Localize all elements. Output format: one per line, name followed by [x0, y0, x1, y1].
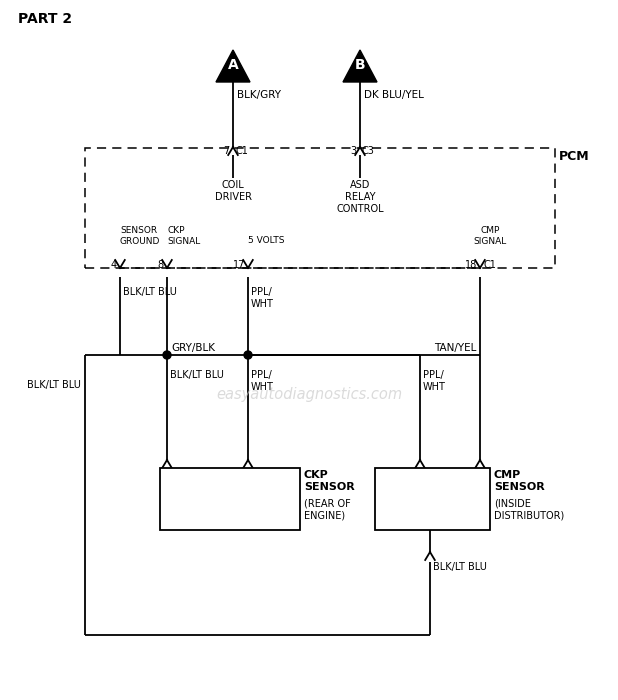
Text: DK BLU/YEL: DK BLU/YEL: [364, 90, 424, 100]
Text: C1: C1: [483, 260, 496, 270]
Text: easyautodiagnostics.com: easyautodiagnostics.com: [216, 388, 402, 402]
Text: GRY/BLK: GRY/BLK: [171, 343, 215, 353]
Text: 18: 18: [465, 260, 477, 270]
Text: TAN/YEL: TAN/YEL: [434, 343, 476, 353]
Circle shape: [163, 351, 171, 359]
Text: COIL
DRIVER: COIL DRIVER: [214, 180, 252, 202]
Text: ASD
RELAY
CONTROL: ASD RELAY CONTROL: [336, 180, 384, 214]
Polygon shape: [343, 50, 377, 82]
Text: PPL/
WHT: PPL/ WHT: [423, 370, 446, 392]
Text: BLK/LT BLU: BLK/LT BLU: [433, 562, 487, 572]
Text: C1: C1: [235, 146, 248, 156]
Text: PPL/
WHT: PPL/ WHT: [251, 287, 274, 309]
Text: BLK/GRY: BLK/GRY: [237, 90, 281, 100]
Bar: [375, 468, 490, 530]
Polygon shape: [216, 50, 250, 82]
Text: CMP
SIGNAL: CMP SIGNAL: [473, 226, 507, 246]
Bar: [160, 468, 300, 530]
Text: PPL/
WHT: PPL/ WHT: [251, 370, 274, 392]
Text: SENSOR
GROUND: SENSOR GROUND: [120, 226, 161, 246]
Text: PART 2: PART 2: [18, 12, 72, 26]
Text: (REAR OF
ENGINE): (REAR OF ENGINE): [304, 498, 351, 520]
Bar: [85, 148, 555, 268]
Text: 7: 7: [222, 146, 229, 156]
Text: BLK/LT BLU: BLK/LT BLU: [170, 370, 224, 380]
Text: 8: 8: [158, 260, 164, 270]
Text: CKP
SIGNAL: CKP SIGNAL: [167, 226, 200, 246]
Text: BLK/LT BLU: BLK/LT BLU: [27, 380, 81, 390]
Text: PCM: PCM: [559, 150, 590, 163]
Text: 5 VOLTS: 5 VOLTS: [248, 236, 284, 245]
Text: 4: 4: [111, 260, 117, 270]
Circle shape: [244, 351, 252, 359]
Text: CMP
SENSOR: CMP SENSOR: [494, 470, 544, 492]
Text: CKP
SENSOR: CKP SENSOR: [304, 470, 355, 492]
Text: BLK/LT BLU: BLK/LT BLU: [123, 287, 177, 297]
Text: B: B: [355, 58, 365, 72]
Text: (INSIDE
DISTRIBUTOR): (INSIDE DISTRIBUTOR): [494, 498, 564, 520]
Text: 3: 3: [350, 146, 356, 156]
Text: A: A: [227, 58, 239, 72]
Text: C3: C3: [362, 146, 375, 156]
Text: 17: 17: [232, 260, 245, 270]
